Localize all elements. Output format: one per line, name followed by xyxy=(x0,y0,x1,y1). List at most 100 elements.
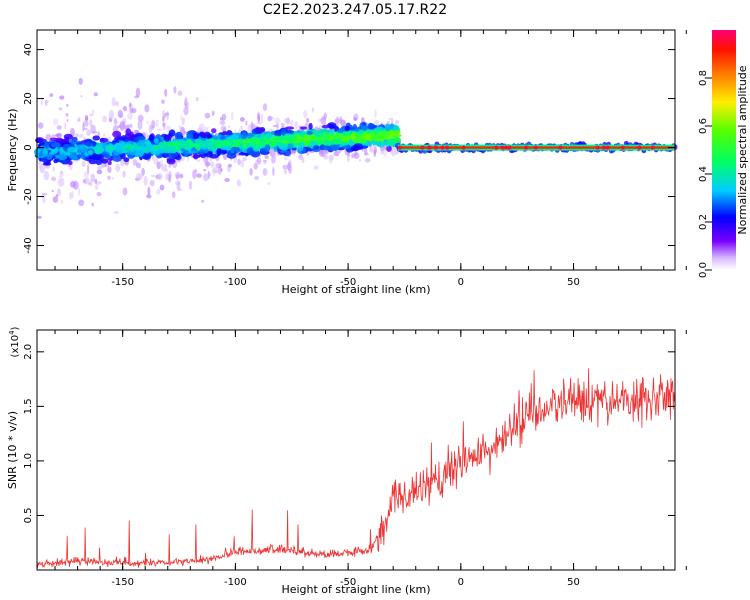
heatmap-cell xyxy=(164,88,168,97)
heatmap-cell xyxy=(335,116,340,126)
heatmap-cell xyxy=(90,154,99,160)
heatmap-cell xyxy=(353,128,360,132)
heatmap-cell xyxy=(50,142,61,148)
heatmap-cell xyxy=(157,141,166,149)
heatmap-cell xyxy=(364,158,371,163)
figure-title: C2E2.2023.247.05.17.R22 xyxy=(263,2,447,18)
heatmap-cell xyxy=(374,119,379,125)
heatmap-cell xyxy=(240,159,245,168)
heatmap-cell xyxy=(164,112,169,116)
heatmap-cell xyxy=(260,113,264,123)
heatmap-cell xyxy=(57,153,68,161)
heatmap-cell xyxy=(155,119,159,127)
heatmap-cell xyxy=(292,142,300,147)
heatmap-cell xyxy=(267,182,271,185)
heatmap-cell xyxy=(222,140,231,146)
heatmap-cell xyxy=(129,107,134,114)
heatmap-cell xyxy=(56,125,62,130)
heatmap-cell xyxy=(353,117,358,122)
snr-x-axis-label: Height of straight line (km) xyxy=(281,583,430,596)
heatmap-cell xyxy=(52,166,55,172)
heatmap-cell xyxy=(78,133,85,139)
heatmap-cell xyxy=(247,124,252,135)
heatmap-cell xyxy=(291,137,299,143)
heatmap-cell xyxy=(216,148,221,157)
heatmap-cell xyxy=(272,166,275,176)
heatmap-cell xyxy=(69,191,72,201)
heatmap-cell xyxy=(200,145,209,150)
heatmap-cell xyxy=(59,95,65,100)
heatmap-cell xyxy=(340,119,346,127)
tonal-line-peak xyxy=(595,145,600,150)
heatmap-cell xyxy=(143,175,148,186)
heatmap-cell xyxy=(78,187,80,197)
heatmap-cell xyxy=(315,130,322,138)
heatmap-cell xyxy=(322,132,327,140)
heatmap-cell xyxy=(323,154,329,160)
heatmap-cell xyxy=(210,161,215,168)
heatmap-cell xyxy=(204,112,211,119)
heatmap-cell xyxy=(163,168,169,173)
heatmap-cell xyxy=(298,131,307,136)
heatmap-cell xyxy=(224,177,230,183)
heatmap-cell xyxy=(253,162,258,170)
heatmap-cell xyxy=(147,186,151,196)
tonal-line-peak xyxy=(524,145,529,150)
heatmap-cell xyxy=(77,148,82,154)
heatmap-y-tick-label: -40 xyxy=(23,237,34,253)
heatmap-panel: -150 -100 -50 0 50 -40 -20 0 20 40 Height of stra… xyxy=(6,29,687,296)
heatmap-cell xyxy=(153,156,159,165)
heatmap-cell xyxy=(219,119,225,126)
heatmap-cell xyxy=(311,136,320,141)
heatmap-cell xyxy=(240,131,248,140)
heatmap-cells xyxy=(34,77,678,219)
heatmap-cell xyxy=(262,103,268,112)
tonal-line-peak xyxy=(433,145,438,150)
heatmap-cell xyxy=(288,164,292,174)
heatmap-cell xyxy=(43,171,50,181)
colorbar: 0.0 0.2 0.4 0.6 0.8 Normalized spectral ampl… xyxy=(698,30,749,278)
tonal-line-peak xyxy=(558,145,563,150)
heatmap-cell xyxy=(221,113,227,121)
colorbar-label: Normalized spectral amplitude xyxy=(736,65,749,234)
heatmap-cell xyxy=(287,143,294,150)
heatmap-cell xyxy=(100,138,109,143)
heatmap-cell xyxy=(53,118,59,126)
heatmap-cell xyxy=(215,132,218,136)
heatmap-cell xyxy=(234,142,239,148)
heatmap-cell xyxy=(137,114,144,122)
heatmap-cell xyxy=(80,151,86,160)
heatmap-cell xyxy=(162,125,166,131)
heatmap-cell xyxy=(144,104,150,113)
heatmap-cell xyxy=(65,113,69,117)
snr-x-tick-label: -50 xyxy=(340,577,356,588)
heatmap-cell xyxy=(53,158,59,164)
snr-x-tick-label: 50 xyxy=(567,577,580,588)
heatmap-cell xyxy=(92,141,97,147)
heatmap-cell xyxy=(168,170,172,180)
heatmap-cell xyxy=(176,173,179,180)
heatmap-cell xyxy=(77,117,81,122)
heatmap-cell xyxy=(306,118,310,123)
heatmap-cell xyxy=(102,115,107,123)
heatmap-cell xyxy=(90,173,96,183)
heatmap-cell xyxy=(205,155,209,163)
heatmap-cell xyxy=(273,150,277,160)
heatmap-cell xyxy=(86,129,91,136)
heatmap-cell xyxy=(321,124,330,129)
heatmap-cell xyxy=(78,77,83,85)
snr-x-tick-label: 0 xyxy=(458,577,464,588)
heatmap-cell xyxy=(125,144,135,150)
heatmap-cell xyxy=(117,109,124,118)
heatmap-cell xyxy=(220,145,230,151)
heatmap-cell xyxy=(369,147,374,153)
heatmap-cell xyxy=(227,125,231,129)
heatmap-cell xyxy=(386,138,396,147)
heatmap-cell xyxy=(236,179,241,187)
heatmap-cell xyxy=(298,154,303,160)
snr-x-tick-label: -150 xyxy=(111,577,134,588)
heatmap-cell xyxy=(267,134,273,138)
heatmap-cell xyxy=(338,149,341,154)
tonal-line-peak xyxy=(440,145,445,150)
heatmap-cell xyxy=(144,140,151,145)
